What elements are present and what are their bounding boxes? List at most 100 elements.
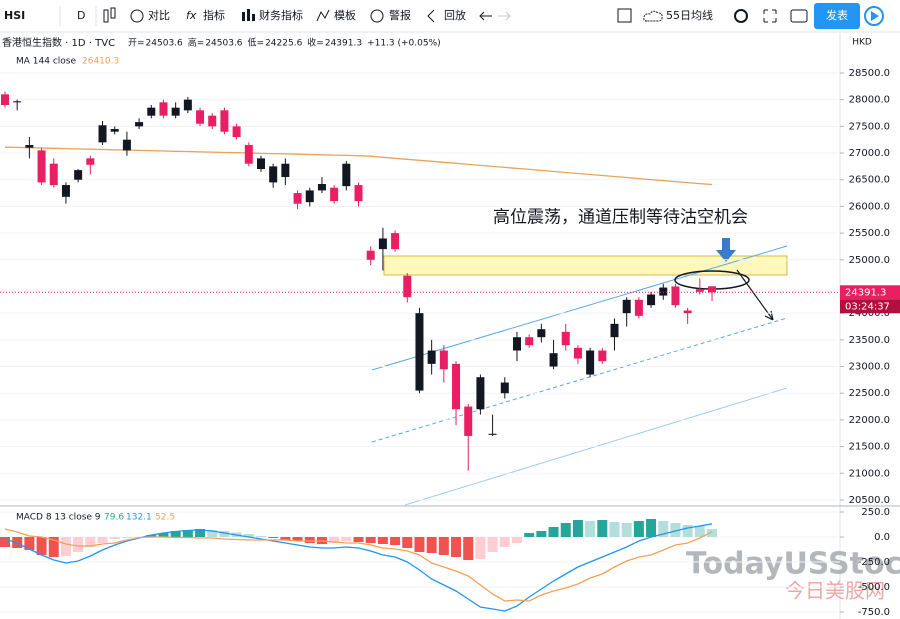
undo[interactable] bbox=[479, 11, 492, 21]
macd-title: MACD 8 13 close 9 bbox=[16, 513, 101, 523]
histogram-bar bbox=[255, 536, 266, 537]
publish[interactable]: 发表 bbox=[826, 8, 848, 22]
y-tick-label: 22500.0 bbox=[849, 388, 890, 399]
histogram-bar bbox=[451, 537, 462, 557]
watermark-cn: 今日美股网 bbox=[785, 579, 885, 603]
candle-body bbox=[708, 286, 717, 293]
y-tick-label: 24000.0 bbox=[849, 308, 890, 319]
histogram-bar bbox=[390, 537, 401, 545]
candle-body bbox=[488, 433, 497, 435]
histogram-bar bbox=[0, 537, 10, 547]
candle-body bbox=[86, 158, 95, 165]
histogram-bar bbox=[97, 537, 108, 543]
snapshot-icon[interactable] bbox=[790, 9, 808, 23]
alert[interactable]: 警报 bbox=[389, 8, 411, 22]
candle-body bbox=[573, 347, 582, 359]
macd-value: 132.1 bbox=[126, 513, 152, 523]
resistance-zone[interactable] bbox=[383, 255, 788, 276]
ohlc-value: 24503.6 bbox=[146, 39, 183, 49]
publish-button[interactable] bbox=[814, 3, 860, 29]
cloud-icon[interactable] bbox=[643, 10, 663, 22]
fullscreen-icon[interactable] bbox=[763, 9, 777, 23]
histogram-bar bbox=[268, 537, 279, 538]
trend-arrow[interactable] bbox=[736, 269, 774, 321]
candles-icon[interactable] bbox=[103, 7, 116, 23]
ohlc-value: 24225.6 bbox=[265, 39, 302, 49]
ohlc-value: 24391.3 bbox=[325, 39, 362, 49]
templates-icon[interactable] bbox=[316, 9, 330, 22]
channel-middle[interactable] bbox=[371, 317, 788, 443]
candle-body bbox=[403, 275, 412, 298]
compare-icon[interactable] bbox=[130, 9, 144, 23]
candle-body bbox=[330, 187, 339, 202]
y-tick-label: 26000.0 bbox=[849, 201, 890, 212]
histogram-bar bbox=[280, 537, 291, 540]
play-button[interactable] bbox=[864, 6, 884, 26]
candle-body bbox=[317, 183, 326, 191]
histogram-bar bbox=[609, 522, 620, 537]
histogram-bar bbox=[585, 521, 596, 537]
templates[interactable]: 模板 bbox=[334, 8, 356, 22]
histogram-bar bbox=[243, 534, 254, 537]
candle-body bbox=[549, 353, 558, 367]
ma-legend: MA 144 close bbox=[16, 57, 76, 67]
candle-body bbox=[476, 377, 485, 410]
histogram-bar bbox=[85, 537, 96, 547]
candle-body bbox=[244, 145, 253, 164]
candle-body bbox=[281, 163, 290, 178]
candle-body bbox=[122, 139, 131, 151]
y-tick-label: 0.0 bbox=[874, 532, 890, 543]
histogram-bar bbox=[377, 537, 388, 544]
layout-name[interactable]: 55日均线 bbox=[666, 8, 713, 22]
replay-icon[interactable] bbox=[427, 9, 435, 23]
candle-body bbox=[500, 382, 509, 394]
signal-line bbox=[4, 528, 713, 602]
histogram-bar bbox=[536, 531, 547, 537]
alert-icon[interactable] bbox=[370, 9, 384, 23]
title: 香港恒生指数 · 1D · TVC bbox=[2, 36, 115, 49]
histogram-bar bbox=[195, 529, 206, 537]
indicators[interactable]: 指标 bbox=[203, 8, 225, 22]
y-tick-label: 28000.0 bbox=[849, 95, 890, 106]
redo[interactable] bbox=[498, 11, 511, 21]
channel-upper[interactable] bbox=[371, 245, 788, 371]
y-tick-label: 25000.0 bbox=[849, 255, 890, 266]
histogram-bar bbox=[597, 520, 608, 537]
histogram-bar bbox=[621, 523, 632, 537]
interval[interactable]: D bbox=[77, 9, 85, 22]
candle-body bbox=[464, 406, 473, 436]
toolbar-bg bbox=[0, 0, 900, 32]
candle-body bbox=[622, 299, 631, 314]
histogram-bar bbox=[207, 530, 218, 537]
candle-body bbox=[695, 289, 704, 292]
y-tick-label: 27000.0 bbox=[849, 148, 890, 159]
candle-body bbox=[171, 107, 180, 116]
financials-icon[interactable] bbox=[242, 9, 255, 21]
y-tick-label: 20500.0 bbox=[849, 495, 890, 506]
histogram-bar bbox=[572, 520, 583, 537]
histogram-bar bbox=[146, 535, 157, 537]
candle-body bbox=[647, 294, 656, 306]
candle-body bbox=[537, 329, 546, 338]
candle-body bbox=[586, 350, 595, 375]
candle-body bbox=[232, 126, 241, 138]
replay[interactable]: 回放 bbox=[444, 8, 466, 22]
y-tick-label: -250.0 bbox=[858, 557, 890, 568]
histogram-bar bbox=[24, 537, 35, 550]
down-arrow[interactable] bbox=[716, 238, 736, 262]
layout-icon[interactable] bbox=[617, 8, 632, 23]
compare[interactable]: 对比 bbox=[148, 8, 170, 22]
candle-body bbox=[671, 286, 680, 306]
settings-icon[interactable] bbox=[734, 9, 748, 23]
candle-body bbox=[610, 323, 619, 338]
annotation[interactable]: 高位震荡，通道压制等待沽空机会 bbox=[493, 208, 748, 228]
histogram-bar bbox=[73, 537, 84, 552]
financials[interactable]: 财务指标 bbox=[259, 8, 303, 22]
symbol[interactable]: HSI bbox=[4, 9, 25, 22]
histogram-bar bbox=[158, 533, 169, 537]
change: +11.3 (+0.05%) bbox=[367, 39, 441, 49]
price-label: 24391.3 bbox=[845, 287, 886, 298]
indicators-icon[interactable]: fx bbox=[186, 9, 197, 22]
